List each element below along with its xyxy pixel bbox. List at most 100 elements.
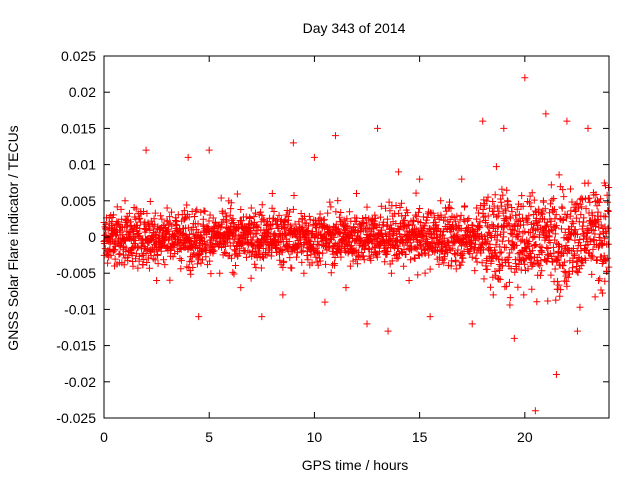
data-point [469,222,477,230]
data-point [478,259,486,267]
data-point [557,286,565,294]
data-point [513,205,521,213]
data-point [586,198,594,206]
data-point [337,243,345,251]
data-point [439,231,447,239]
data-point [429,209,437,217]
data-point [334,197,342,205]
data-point-extreme [426,313,434,321]
data-point [498,185,506,193]
data-point [499,191,507,199]
data-point [559,261,567,269]
data-point [299,223,307,231]
data-point [237,241,245,249]
data-point [559,186,567,194]
data-point-extreme [205,146,213,154]
data-point [421,249,429,257]
data-point [450,239,458,247]
data-point [416,204,424,212]
data-point [518,192,526,200]
data-point [297,236,305,244]
data-point [221,209,229,217]
data-point [134,243,142,251]
data-point [166,213,174,221]
data-point [551,265,559,273]
data-point [145,264,153,272]
data-point [426,225,434,232]
data-point-extreme [447,262,455,270]
data-point [335,213,343,221]
data-point [413,213,421,221]
x-tick-label: 15 [412,429,428,445]
y-tick-label: 0.005 [61,193,96,209]
data-point [110,246,118,254]
data-point [527,255,535,263]
data-point [337,209,345,217]
data-point [298,248,306,256]
data-point [523,215,531,223]
data-point [492,241,500,249]
data-point [127,248,135,256]
data-point [432,221,440,229]
data-point [363,219,371,227]
data-point [548,196,556,204]
data-point [568,223,576,231]
data-point [290,191,298,199]
data-point [342,227,350,235]
data-point [303,227,311,235]
data-point [512,211,520,219]
x-tick-label: 0 [100,429,108,445]
data-point [187,270,195,278]
data-point [597,286,605,294]
data-point [547,200,555,208]
data-point [422,219,430,227]
data-point [383,215,391,223]
data-point [506,301,514,309]
data-point [532,240,540,248]
data-point [551,206,559,214]
data-point [377,202,385,210]
data-point [411,255,419,263]
data-point-extreme [142,146,150,154]
data-point [468,239,476,247]
data-point [489,222,497,230]
data-point [465,234,473,242]
data-point [494,222,502,230]
data-point [521,260,529,268]
data-point [574,258,582,266]
data-point [128,252,136,260]
data-point [199,215,207,223]
data-point [578,194,586,202]
data-point [536,271,544,279]
data-point [587,251,595,259]
data-point [604,207,612,215]
data-point [595,233,603,241]
data-point [291,220,299,228]
data-point [293,249,301,257]
data-point [472,254,480,262]
data-point [495,207,503,215]
data-point [445,241,453,249]
data-point [507,229,515,237]
data-point [491,267,499,275]
data-point [177,265,185,273]
data-point [401,216,409,224]
data-point [104,259,112,267]
x-tick-label: 20 [517,429,533,445]
data-point [247,274,255,282]
data-point [367,216,375,224]
data-point [543,222,551,230]
data-point [479,206,487,214]
data-point [480,275,488,283]
data-point-extreme [542,110,550,118]
data-point [496,249,504,257]
data-point [228,254,236,262]
data-point [559,216,567,224]
data-point [263,251,271,259]
data-point [407,256,415,264]
data-point [579,222,587,230]
data-point [381,258,389,266]
data-point [298,258,306,266]
data-point [594,208,602,216]
data-point [475,209,483,217]
